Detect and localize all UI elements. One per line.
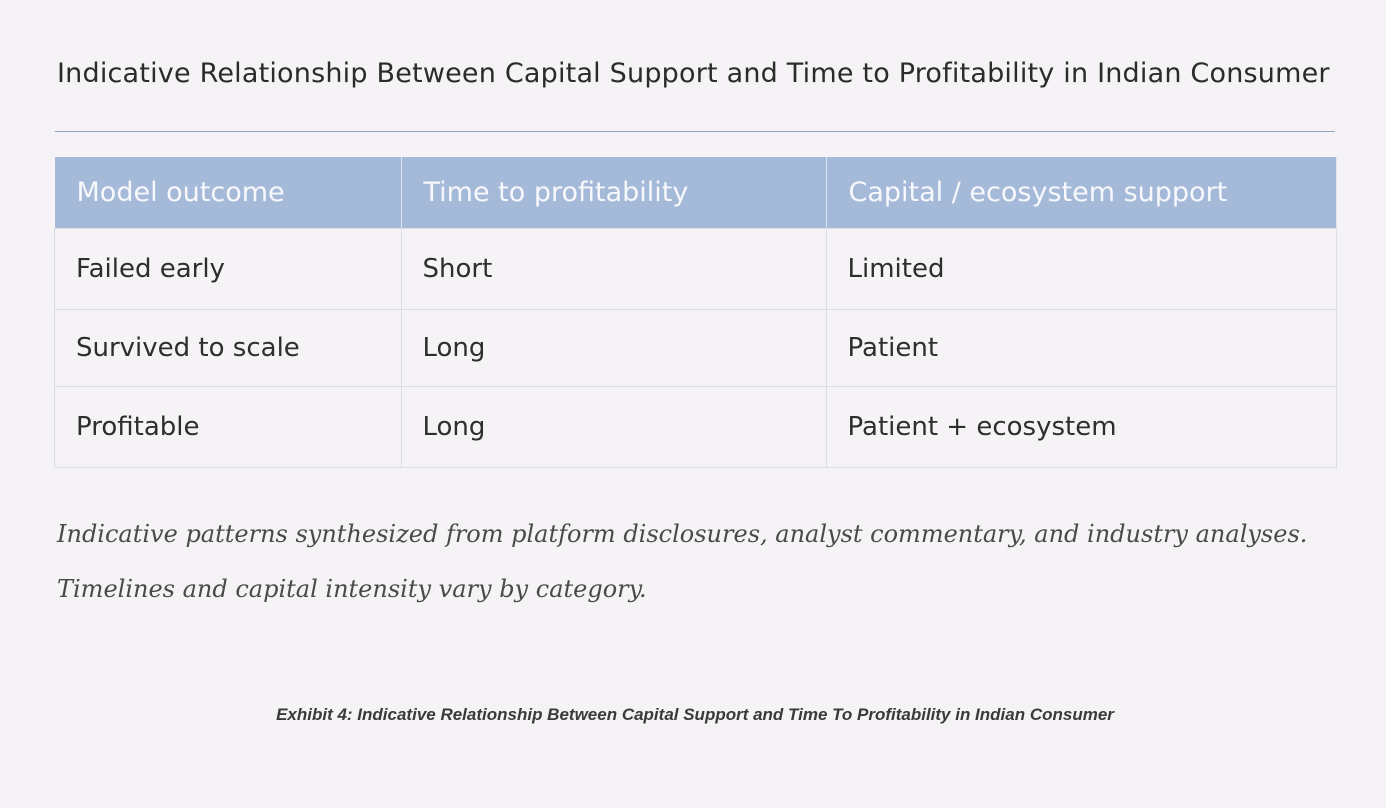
column-header: Capital / ecosystem support xyxy=(826,157,1337,229)
exhibit-caption: Exhibit 4: Indicative Relationship Betwe… xyxy=(276,705,1114,724)
table-cell: Survived to scale xyxy=(54,309,402,387)
title-divider xyxy=(55,131,1335,132)
table-cell: Patient + ecosystem xyxy=(825,386,1337,468)
table-row: Survived to scale Long Patient xyxy=(54,309,1337,387)
table-cell: Long xyxy=(400,309,827,387)
table-cell: Limited xyxy=(825,228,1337,310)
table-cell: Failed early xyxy=(54,228,402,310)
column-header: Model outcome xyxy=(54,157,402,229)
table-row: Profitable Long Patient + ecosystem xyxy=(54,386,1337,468)
variation-note: Timelines and capital intensity vary by … xyxy=(57,575,647,603)
table-row: Failed early Short Limited xyxy=(54,228,1337,310)
table-cell: Short xyxy=(400,228,827,310)
table-cell: Patient xyxy=(825,309,1337,387)
table-header-row: Model outcome Time to profitability Capi… xyxy=(54,157,1337,229)
table-cell: Profitable xyxy=(54,386,402,468)
column-header: Time to profitability xyxy=(401,157,827,229)
table-cell: Long xyxy=(400,386,827,468)
page-title: Indicative Relationship Between Capital … xyxy=(57,58,1330,89)
source-note: Indicative patterns synthesized from pla… xyxy=(57,520,1308,548)
data-table: Model outcome Time to profitability Capi… xyxy=(54,157,1337,468)
